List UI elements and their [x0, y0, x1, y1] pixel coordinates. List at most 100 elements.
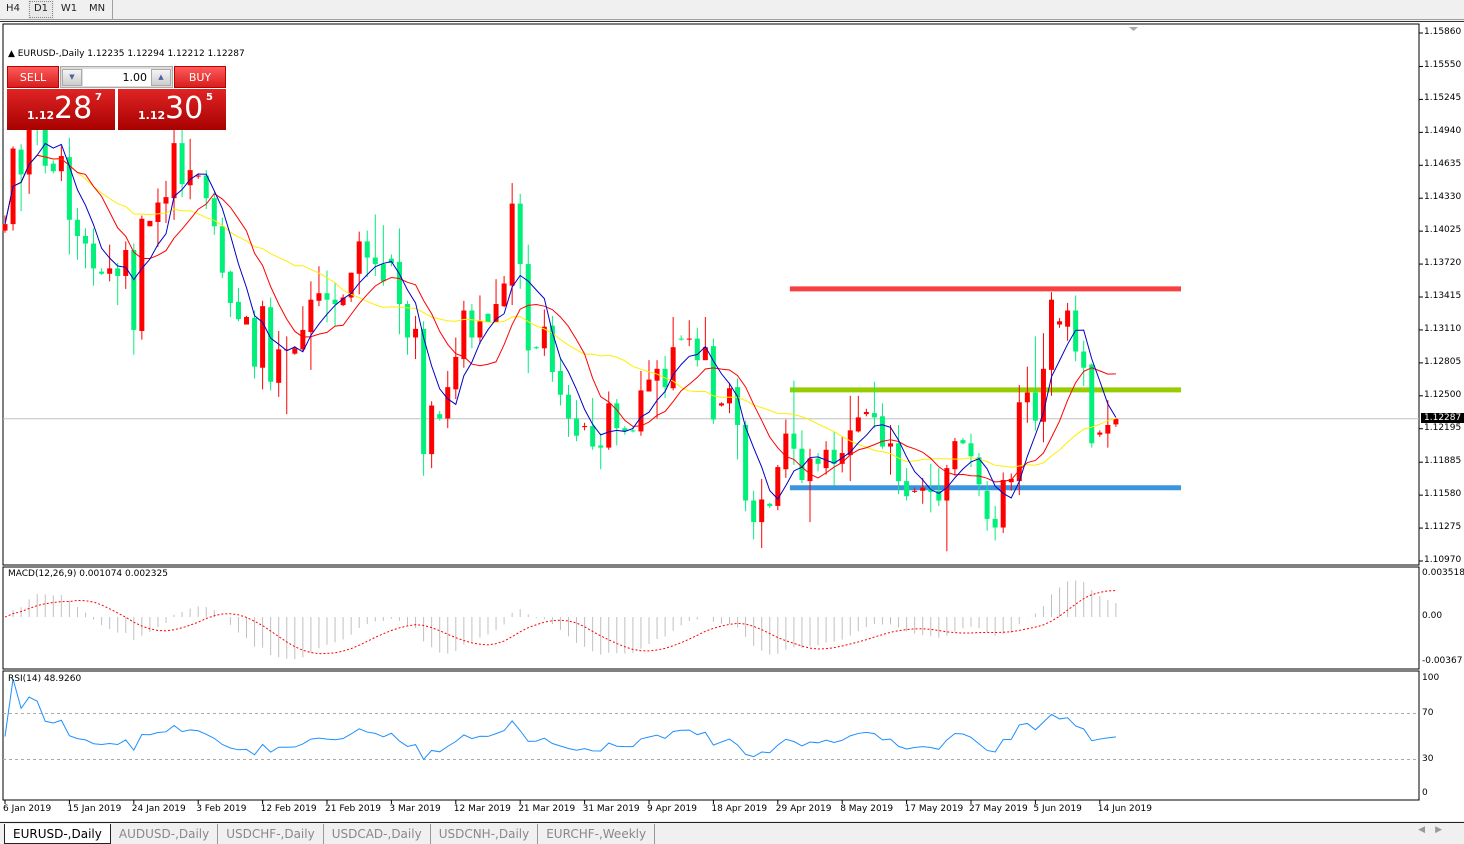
- candle-body: [590, 426, 596, 447]
- date-axis-label: 3 Feb 2019: [196, 804, 247, 814]
- date-axis-label: 29 Apr 2019: [775, 804, 832, 814]
- buy-button[interactable]: BUY: [174, 66, 226, 88]
- candle-body: [252, 318, 258, 367]
- candle-body: [316, 293, 322, 301]
- candle-body: [976, 457, 982, 485]
- timeframe-d1[interactable]: D1: [28, 0, 54, 19]
- candle-body: [888, 443, 893, 447]
- candle-body: [654, 368, 660, 381]
- candle-body: [66, 157, 72, 220]
- candle-body: [831, 449, 837, 464]
- chart-window[interactable]: ▲ EURUSD-,Daily 1.12235 1.12294 1.12212 …: [0, 21, 1464, 821]
- rsi-pane-frame: [2, 670, 1420, 801]
- price-axis-label: 1.13415: [1424, 291, 1462, 301]
- candle-body: [308, 299, 314, 333]
- current-price-label: 1.12287: [1421, 412, 1464, 423]
- timeframe-h4[interactable]: H4: [6, 3, 20, 14]
- chart-canvas[interactable]: [0, 22, 1464, 822]
- candle-body: [91, 243, 97, 269]
- candle-body: [968, 443, 974, 457]
- candle-body: [791, 433, 797, 449]
- candle-body: [171, 143, 177, 199]
- lot-input[interactable]: 1.00: [83, 69, 151, 86]
- scroll-right-icon[interactable]: ▶: [1435, 825, 1452, 835]
- chart-shift-marker-icon: [1129, 27, 1138, 31]
- macd-title: MACD(12,26,9) 0.001074 0.002325: [8, 569, 168, 579]
- candle-body: [42, 113, 48, 166]
- candle-body: [1024, 392, 1030, 403]
- sell-price-fraction: 7: [95, 92, 102, 103]
- candle-body: [646, 379, 652, 392]
- candle-body: [292, 348, 298, 354]
- timeframe-w1[interactable]: W1: [60, 3, 78, 14]
- candle-body: [525, 264, 531, 351]
- candle-body: [541, 326, 547, 349]
- date-axis-label: 14 Jun 2019: [1097, 804, 1152, 814]
- candle-body: [823, 449, 829, 469]
- candle-body: [227, 271, 233, 303]
- price-axis-label: 1.13110: [1424, 323, 1462, 334]
- date-axis-label: 6 Jan 2019: [3, 804, 52, 814]
- candle-body: [18, 149, 24, 175]
- tab-usdcnh-daily[interactable]: USDCNH-,Daily: [431, 824, 539, 844]
- rsi-axis-label: 30: [1422, 753, 1434, 764]
- candle-body: [139, 218, 145, 332]
- candle-body: [179, 143, 185, 185]
- rsi-line: [4, 678, 1116, 761]
- date-axis-label: 5 Jun 2019: [1033, 804, 1082, 814]
- candle-body: [944, 468, 950, 501]
- tab-usdchf-daily[interactable]: USDCHF-,Daily: [218, 824, 324, 844]
- candle-body: [1065, 310, 1071, 327]
- timeframe-mn[interactable]: MN: [88, 3, 106, 14]
- tab-audusd-daily[interactable]: AUDUSD-,Daily: [111, 824, 219, 844]
- tab-usdcad-daily[interactable]: USDCAD-,Daily: [324, 824, 431, 844]
- up-arrow-icon: ▲: [158, 73, 164, 81]
- sell-price[interactable]: 1.12 28 7: [7, 89, 115, 130]
- chart-tabs: EURUSD-,Daily AUDUSD-,Daily USDCHF-,Daily U…: [0, 822, 1464, 844]
- candle-body: [920, 487, 926, 491]
- scroll-left-icon[interactable]: ◀: [1418, 825, 1436, 835]
- candle-body: [187, 170, 193, 186]
- lot-increase-button[interactable]: ▲: [151, 69, 171, 86]
- candle-body: [493, 304, 499, 323]
- tab-eurchf-weekly[interactable]: EURCHF-,Weekly: [538, 824, 656, 844]
- date-axis-label: 12 Mar 2019: [453, 804, 511, 814]
- price-axis-label: 1.12805: [1424, 356, 1462, 367]
- candle-body: [429, 405, 435, 455]
- candle-body: [74, 219, 80, 236]
- tab-eurusd-daily[interactable]: EURUSD-,Daily: [4, 824, 111, 844]
- date-axis-label: 17 May 2019: [904, 804, 964, 814]
- candle-body: [26, 110, 32, 175]
- candle-body: [437, 414, 443, 419]
- date-axis-label: 31 Mar 2019: [582, 804, 640, 814]
- collapse-triangle-icon[interactable]: ▲: [8, 49, 15, 59]
- candle-body: [574, 418, 580, 436]
- price-axis-label: 1.15550: [1424, 60, 1462, 71]
- candle-body: [356, 241, 362, 274]
- candle-body: [219, 226, 225, 273]
- candle-body: [582, 426, 588, 428]
- price-axis-label: 1.11885: [1424, 456, 1462, 467]
- candle-body: [871, 413, 877, 418]
- candle-body: [517, 203, 523, 265]
- candle-body: [453, 356, 459, 390]
- main-pane-frame: [2, 23, 1420, 566]
- candle-body: [863, 411, 869, 415]
- candle-body: [775, 467, 781, 506]
- candle-body: [557, 370, 563, 395]
- lot-decrease-button[interactable]: ▼: [62, 69, 82, 86]
- symbol-ohlc: EURUSD-,Daily 1.12235 1.12294 1.12212 1.…: [17, 49, 245, 59]
- price-axis-label: 1.12500: [1424, 389, 1462, 400]
- candle-body: [799, 448, 805, 481]
- candle-body: [332, 299, 338, 305]
- candle-body: [992, 518, 998, 528]
- candle-body: [477, 321, 483, 338]
- candle-body: [396, 261, 402, 305]
- candle-body: [952, 441, 958, 470]
- ma-mid-line: [4, 154, 1116, 483]
- sell-button[interactable]: SELL: [7, 66, 59, 88]
- lot-stepper: ▼ 1.00 ▲: [60, 66, 173, 88]
- buy-price[interactable]: 1.12 30 5: [118, 89, 226, 130]
- candle-body: [807, 458, 813, 482]
- candle-body: [445, 387, 451, 419]
